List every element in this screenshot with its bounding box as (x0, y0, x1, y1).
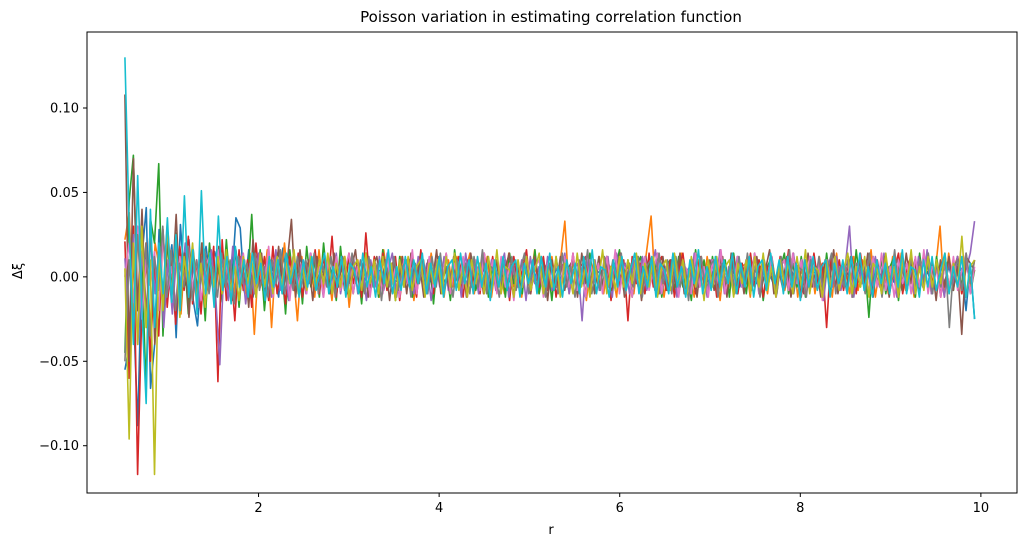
x-tick-label: 8 (796, 501, 804, 516)
chart-title: Poisson variation in estimating correlat… (360, 8, 742, 26)
x-tick-label: 2 (254, 501, 262, 516)
y-tick-label: 0.00 (50, 270, 79, 285)
x-tick-label: 6 (616, 501, 624, 516)
x-tick-label: 10 (973, 501, 990, 516)
y-tick-label: 0.10 (50, 101, 79, 116)
y-axis: −0.10 −0.05 0.00 0.05 0.10 (39, 101, 87, 454)
y-axis-label: Δξ (11, 263, 26, 279)
x-axis: 2 4 6 8 10 (254, 493, 989, 516)
y-tick-label: −0.05 (39, 355, 79, 370)
series-layer (124, 57, 976, 476)
series-line-10 (124, 57, 976, 405)
x-axis-label: r (548, 523, 554, 538)
y-tick-label: −0.10 (39, 439, 79, 454)
plot-frame (86, 31, 1018, 494)
x-tick-label: 4 (435, 501, 443, 516)
y-tick-label: 0.05 (50, 186, 79, 201)
